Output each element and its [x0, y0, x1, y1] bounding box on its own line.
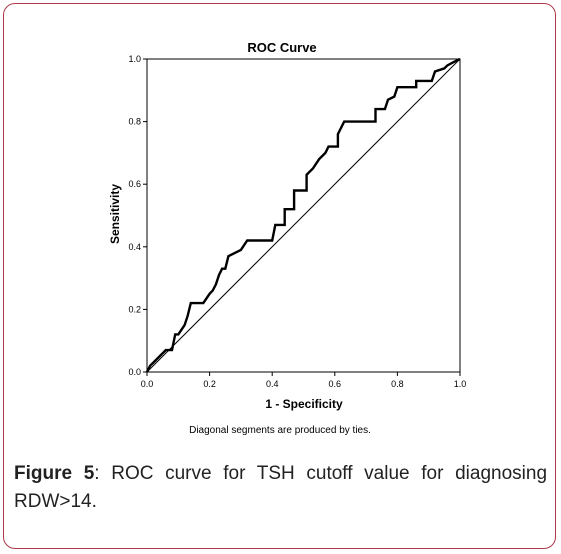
- y-tick-label: 1.0: [128, 54, 141, 64]
- y-tick-label: 0.2: [128, 304, 141, 314]
- y-tick-label: 0.6: [128, 179, 141, 189]
- x-tick-label: 0.8: [391, 379, 404, 389]
- chart-title: ROC Curve: [247, 40, 316, 55]
- chart-note: Diagonal segments are produced by ties.: [189, 425, 371, 436]
- x-tick-label: 0.6: [329, 379, 342, 389]
- y-axis-label: Sensitivity: [108, 184, 122, 244]
- figure-caption-text: : ROC curve for TSH cutoff value for dia…: [14, 463, 548, 512]
- reference-line: [146, 58, 461, 373]
- y-tick-label: 0.0: [128, 367, 141, 377]
- x-tick-label: 0.2: [203, 379, 216, 389]
- roc-curve-line: [145, 57, 461, 373]
- y-tick-label: 0.8: [128, 117, 141, 127]
- x-tick-label: 1.0: [454, 379, 467, 389]
- figure-frame: [3, 3, 556, 549]
- x-tick-label: 0.4: [266, 379, 279, 389]
- figure-label: Figure 5: [14, 463, 95, 484]
- y-tick-label: 0.4: [128, 242, 141, 252]
- x-axis-label: 1 - Specificity: [265, 397, 343, 411]
- x-tick-label: 0.0: [141, 379, 154, 389]
- plot-area: 0.0 0.2 0.4 0.6 0.8 1.0 0.0 0.2 0.4 0.6 0.8 1.0: [128, 54, 466, 389]
- plot-frame: [146, 58, 461, 373]
- figure-caption: Figure 5: ROC curve for TSH cutoff value…: [14, 460, 547, 516]
